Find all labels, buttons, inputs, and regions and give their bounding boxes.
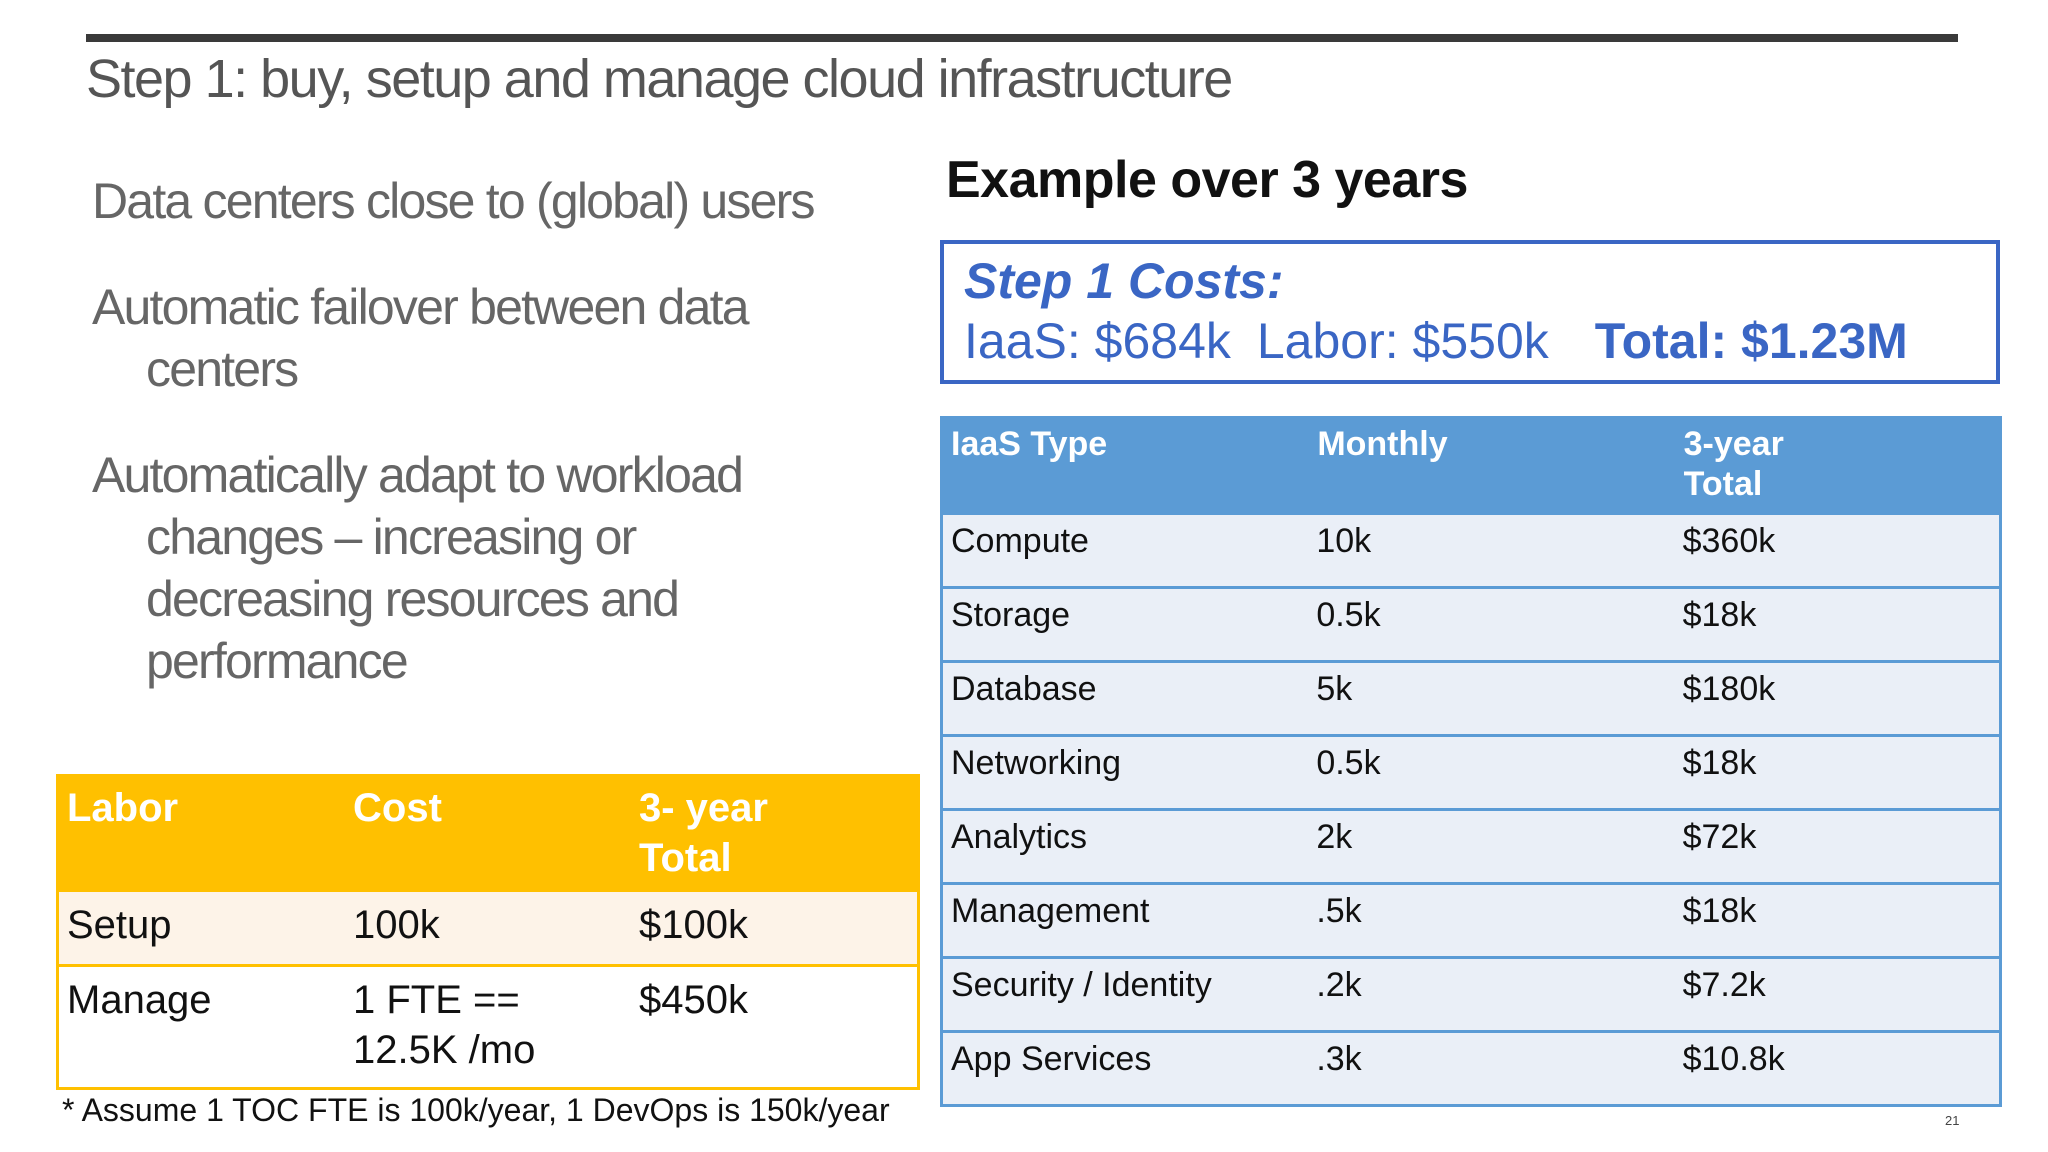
- slide-title: Step 1: buy, setup and manage cloud infr…: [86, 49, 1233, 109]
- table-header-row: IaaS Type Monthly 3-year Total: [941, 416, 2002, 514]
- table-row: Analytics 2k $72k: [941, 808, 2001, 884]
- bullet-text: Automatically adapt to workload: [92, 447, 744, 503]
- table-cell: Security / Identity: [941, 956, 1309, 1032]
- column-header-text: 3- year Total: [639, 786, 768, 880]
- page-number: 21: [1945, 1113, 1960, 1128]
- cost-summary-line: IaaS: $684k Labor: $550k Total: $1.23M: [964, 310, 1976, 372]
- column-header: Monthly: [1308, 416, 1676, 514]
- iaas-cost-table: IaaS Type Monthly 3-year Total Compute 10…: [940, 416, 2002, 1107]
- table-cell: .5k: [1308, 882, 1675, 958]
- title-rule: [86, 34, 1958, 42]
- labor-cost-table: Labor Cost 3- year Total Setup 100k $100k …: [56, 774, 920, 1090]
- bullet-text-continued: decreasing resources and: [146, 571, 680, 627]
- table-cell: 2k: [1308, 808, 1675, 884]
- bullet-item: Automatic failover between data centers: [92, 276, 892, 400]
- table-cell: $450k: [631, 964, 919, 1089]
- table-row: Setup 100k $100k: [57, 889, 919, 966]
- cost-box-title: Step 1 Costs:: [964, 253, 1284, 309]
- table-cell: Storage: [941, 586, 1309, 662]
- bullet-text: Automatic failover between data: [92, 279, 750, 335]
- table-row: Security / Identity .2k $7.2k: [941, 956, 2001, 1032]
- table-cell: Networking: [941, 734, 1309, 810]
- bullet-text: Data centers close to (global) users: [92, 173, 815, 229]
- footnote: * Assume 1 TOC FTE is 100k/year, 1 DevOp…: [62, 1092, 890, 1128]
- table-cell: $7.2k: [1674, 956, 2001, 1032]
- column-header: IaaS Type: [941, 416, 1310, 514]
- table-cell: Database: [941, 660, 1309, 736]
- table-row: Compute 10k $360k: [941, 512, 2001, 588]
- column-header-text: 3-year Total: [1683, 425, 1784, 503]
- table-cell: 5k: [1308, 660, 1675, 736]
- table-cell: 1 FTE == 12.5K /mo: [345, 964, 631, 1089]
- table-cell: Manage: [57, 964, 345, 1089]
- table-header-row: Labor Cost 3- year Total: [57, 775, 919, 891]
- table-cell: 0.5k: [1308, 586, 1675, 662]
- bullet-text-continued: performance: [146, 633, 409, 689]
- bullet-item: Data centers close to (global) users: [92, 170, 892, 232]
- table-row: App Services .3k $10.8k: [941, 1030, 2001, 1106]
- bullet-text-continued: centers: [146, 341, 299, 397]
- table-cell: .2k: [1308, 956, 1675, 1032]
- bullet-item: Automatically adapt to workload changes …: [92, 444, 892, 692]
- bullet-text-continued: changes – increasing or: [146, 509, 637, 565]
- table-cell: $360k: [1674, 512, 2001, 588]
- table-cell: 100k: [345, 889, 631, 966]
- table-cell: $100k: [631, 889, 919, 966]
- table-cell: 0.5k: [1308, 734, 1675, 810]
- labor-cost: Labor: $550k: [1256, 313, 1549, 369]
- table-cell: $18k: [1674, 586, 2001, 662]
- table-cell: $18k: [1674, 734, 2001, 810]
- table-cell: App Services: [941, 1030, 1309, 1106]
- table-cell: 10k: [1308, 512, 1675, 588]
- cost-summary-box: Step 1 Costs: IaaS: $684k Labor: $550k Tot…: [940, 240, 2000, 384]
- table-row: Management .5k $18k: [941, 882, 2001, 958]
- table-cell-text: 1 FTE == 12.5K /mo: [353, 978, 536, 1072]
- column-header: 3- year Total: [631, 775, 919, 891]
- table-cell: $180k: [1674, 660, 2001, 736]
- table-cell: Management: [941, 882, 1309, 958]
- table-cell: $72k: [1674, 808, 2001, 884]
- table-row: Networking 0.5k $18k: [941, 734, 2001, 810]
- column-header: Cost: [345, 775, 631, 891]
- table-cell: Compute: [941, 512, 1309, 588]
- total-cost: Total: $1.23M: [1594, 313, 1908, 369]
- table-row: Database 5k $180k: [941, 660, 2001, 736]
- table-cell: .3k: [1308, 1030, 1675, 1106]
- iaas-cost: IaaS: $684k: [964, 313, 1231, 369]
- bullet-list: Data centers close to (global) users Aut…: [92, 170, 892, 736]
- table-row: Storage 0.5k $18k: [941, 586, 2001, 662]
- column-header: Labor: [57, 775, 345, 891]
- table-cell: Setup: [57, 889, 345, 966]
- column-header: 3-year Total: [1674, 416, 2002, 514]
- table-cell: $10.8k: [1674, 1030, 2001, 1106]
- example-heading: Example over 3 years: [946, 151, 1468, 209]
- table-cell: Analytics: [941, 808, 1309, 884]
- table-row: Manage 1 FTE == 12.5K /mo $450k: [57, 964, 919, 1089]
- table-cell: $18k: [1674, 882, 2001, 958]
